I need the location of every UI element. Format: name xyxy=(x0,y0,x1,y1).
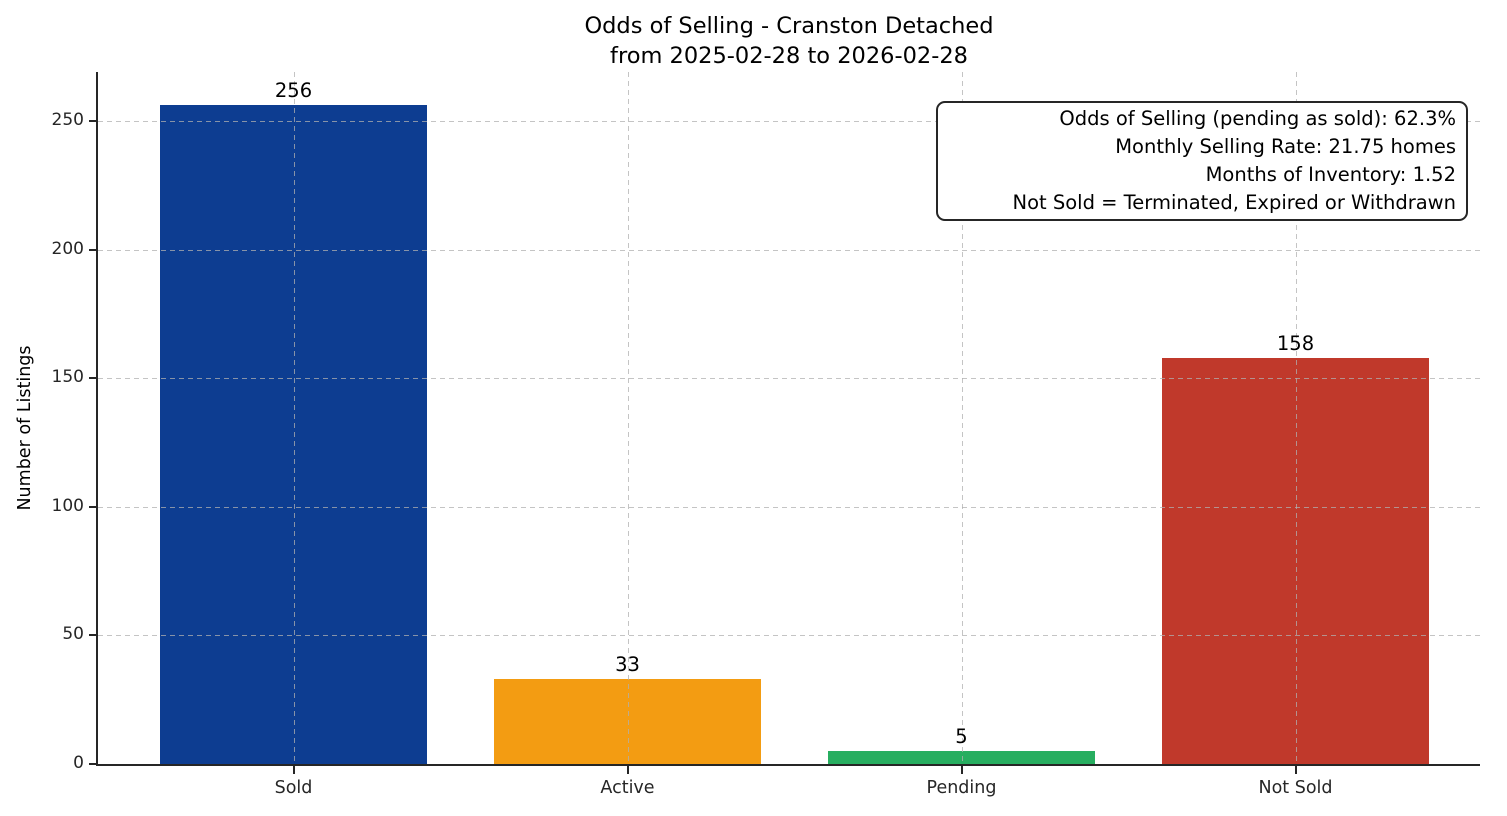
gridline-x-not-sold xyxy=(1295,72,1297,764)
bar-value-label-not-sold: 158 xyxy=(1276,331,1315,355)
y-axis-spine xyxy=(96,72,98,766)
gridline-y-100 xyxy=(98,506,1480,508)
bar-value-label-active: 33 xyxy=(615,653,640,677)
y-tick-label-50: 50 xyxy=(62,624,84,645)
gridline-y-200 xyxy=(98,249,1480,251)
annotation-box: Odds of Selling (pending as sold): 62.3%… xyxy=(936,101,1468,221)
annotation-line-rate: Monthly Selling Rate: 21.75 homes xyxy=(1115,135,1456,158)
x-tick-mark-pending xyxy=(960,766,963,774)
bar-value-label-pending: 5 xyxy=(955,725,968,749)
bar-value-label-sold: 256 xyxy=(274,79,313,103)
gridline-y-50 xyxy=(98,635,1480,637)
chart-title: Odds of Selling - Cranston Detached from… xyxy=(98,11,1480,71)
annotation-line-notsold: Not Sold = Terminated, Expired or Withdr… xyxy=(1012,191,1456,214)
y-tick-mark-100 xyxy=(89,505,97,508)
plot-area: 256 33 5 158 xyxy=(98,72,1480,764)
x-tick-label-active: Active xyxy=(600,778,655,798)
gridline-x-sold xyxy=(293,72,295,764)
annotation-line-odds: Odds of Selling (pending as sold): 62.3% xyxy=(1059,107,1456,130)
x-tick-label-not-sold: Not Sold xyxy=(1258,778,1333,798)
y-tick-label-100: 100 xyxy=(51,495,84,516)
x-tick-label-sold: Sold xyxy=(274,778,313,798)
x-tick-label-pending: Pending xyxy=(926,778,997,798)
gridline-x-active xyxy=(627,72,629,764)
chart-title-line2: from 2025-02-28 to 2026-02-28 xyxy=(610,43,968,69)
y-tick-label-150: 150 xyxy=(51,367,84,388)
x-tick-mark-sold xyxy=(292,766,295,774)
y-tick-mark-50 xyxy=(89,634,97,637)
y-tick-mark-0 xyxy=(89,763,97,765)
gridline-x-pending xyxy=(961,72,963,764)
annotation-line-inventory: Months of Inventory: 1.52 xyxy=(1205,163,1456,186)
chart-title-line1: Odds of Selling - Cranston Detached xyxy=(584,13,994,39)
y-tick-label-250: 250 xyxy=(51,109,84,130)
x-axis-spine xyxy=(96,764,1480,766)
x-tick-mark-active xyxy=(626,766,629,774)
gridline-y-250 xyxy=(98,120,1480,122)
y-tick-label-0: 0 xyxy=(73,753,84,773)
gridline-y-150 xyxy=(98,378,1480,380)
y-tick-mark-250 xyxy=(89,119,97,122)
x-tick-mark-not-sold xyxy=(1294,766,1297,774)
y-tick-label-200: 200 xyxy=(51,238,84,259)
y-tick-mark-150 xyxy=(89,377,97,380)
y-tick-mark-200 xyxy=(89,248,97,251)
